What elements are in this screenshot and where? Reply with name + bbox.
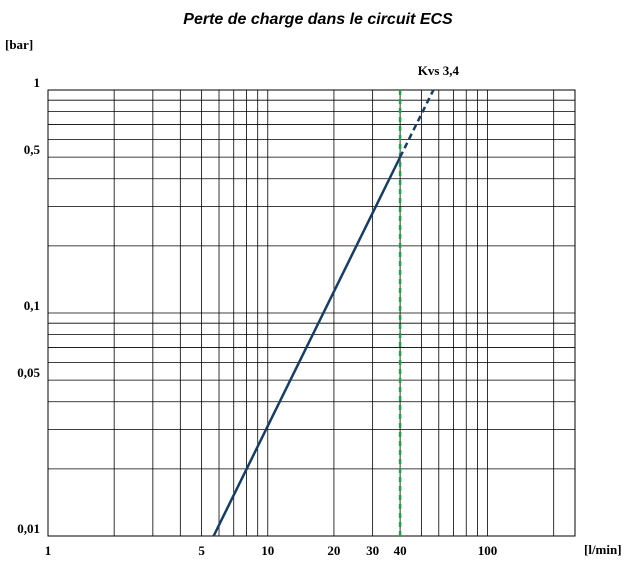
x-tick-label: 10 [261, 543, 274, 558]
x-axis-label: [l/min] [584, 542, 622, 557]
y-tick-label: 0,1 [24, 298, 40, 313]
y-tick-label: 0,05 [17, 365, 40, 380]
y-tick-label: 0,5 [24, 142, 41, 157]
x-tick-label: 40 [394, 543, 407, 558]
y-axis-label: [bar] [5, 37, 33, 52]
x-tick-label: 1 [45, 543, 52, 558]
line-segment [212, 156, 402, 537]
line-segment [398, 89, 435, 158]
chart-title: Perte de charge dans le circuit ECS [183, 11, 453, 28]
y-tick-label: 1 [34, 75, 41, 90]
series-label: Kvs 3,4 [418, 63, 460, 78]
x-tick-label: 20 [327, 543, 340, 558]
x-tick-label: 30 [366, 543, 379, 558]
plot-frame [47, 89, 576, 537]
y-tick-label: 0,01 [17, 521, 40, 536]
x-tick-label: 5 [198, 543, 205, 558]
x-tick-label: 100 [478, 543, 498, 558]
